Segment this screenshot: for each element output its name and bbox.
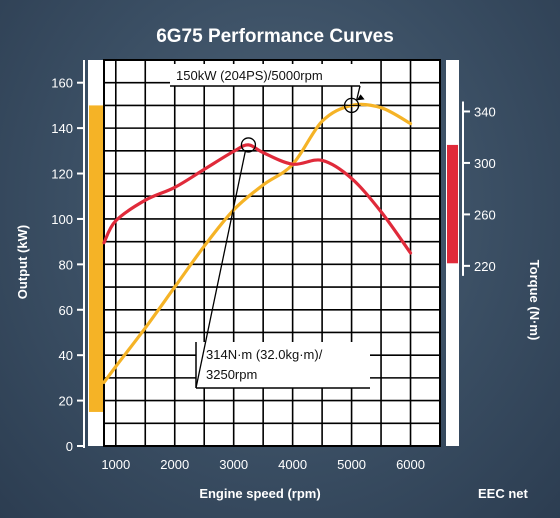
- x-tick-label: 3000: [219, 457, 248, 472]
- x-tick-label: 2000: [160, 457, 189, 472]
- y-left-tick-label: 120: [51, 167, 73, 182]
- y-axis-right-label: Torque (N·m): [527, 260, 542, 341]
- footnote-eec-net: EEC net: [478, 486, 529, 501]
- y-left-tick-label: 80: [59, 257, 73, 272]
- series-line-torque: [102, 143, 413, 255]
- torque-peak-callout-text: 3250rpm: [206, 367, 257, 382]
- y-axis-left-label: Output (kW): [15, 225, 30, 299]
- y-left-tick-label: 0: [66, 439, 73, 454]
- y-left-tick-label: 40: [59, 348, 73, 363]
- y-right-tick-label: 340: [474, 104, 496, 119]
- output-peak-arrowhead: [356, 94, 365, 101]
- y-left-tick-label: 20: [59, 394, 73, 409]
- y-left-tick-label: 160: [51, 76, 73, 91]
- y-left-tick-label: 60: [59, 303, 73, 318]
- x-tick-label: 4000: [278, 457, 307, 472]
- y-left-tick-label: 100: [51, 212, 73, 227]
- y-right-tick-label: 300: [474, 156, 496, 171]
- x-tick-label: 6000: [396, 457, 425, 472]
- output-peak-leader: [355, 85, 361, 101]
- y-right-tick-label: 260: [474, 207, 496, 222]
- torque-peak-marker: [240, 137, 257, 153]
- plot-border: [103, 59, 441, 447]
- x-axis-label: Engine speed (rpm): [199, 486, 320, 501]
- torque-range-band: [447, 144, 458, 264]
- x-tick-label: 1000: [101, 457, 130, 472]
- torque-peak-callout-text: 314N·m (32.0kg·m)/: [206, 347, 323, 362]
- torque-peak-leader: [195, 150, 247, 389]
- chart-title: 6G75 Performance Curves: [156, 26, 394, 47]
- x-tick-label: 5000: [337, 457, 366, 472]
- y-right-tick-label: 220: [474, 259, 496, 274]
- output-peak-callout-box: [170, 64, 360, 86]
- output-peak-callout-text: 150kW (204PS)/5000rpm: [176, 68, 323, 83]
- output-range-band: [89, 105, 103, 412]
- y-left-tick-label: 140: [51, 121, 73, 136]
- torque-peak-callout-box: [196, 342, 370, 388]
